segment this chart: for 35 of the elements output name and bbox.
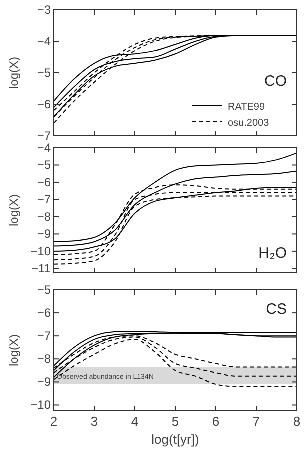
x-tick-label: 2 — [50, 414, 58, 429]
y-tick-label: −9 — [37, 227, 52, 242]
y-tick-label: −7 — [37, 329, 52, 344]
y-axis-title: log(X) — [7, 194, 21, 227]
annotation: CS — [266, 301, 287, 318]
x-tick-label: 3 — [90, 414, 98, 429]
y-tick-label: −6 — [37, 98, 52, 112]
y-tick-label: −4 — [37, 34, 52, 48]
legend-label: RATE99 — [228, 102, 266, 113]
y-tick-label: −9 — [37, 375, 52, 390]
y-tick-label: −8 — [37, 352, 52, 366]
x-tick-label: 8 — [293, 414, 301, 429]
annotation: H₂O — [258, 245, 287, 262]
legend-label: osu.2003 — [228, 118, 270, 129]
y-tick-label: −4 — [37, 141, 52, 155]
y-tick-label: −5 — [37, 158, 52, 172]
y-axis-title: log(X) — [7, 56, 21, 90]
x-axis-title: log(t[yr]) — [152, 432, 200, 447]
x-tick-label: 7 — [252, 414, 260, 429]
y-axis-title: log(X) — [7, 334, 21, 367]
x-tick-label: 6 — [212, 414, 220, 429]
y-tick-label: −6 — [37, 306, 52, 320]
y-tick-label: −7 — [37, 192, 52, 207]
y-tick-label: −8 — [37, 210, 52, 224]
x-tick-label: 4 — [131, 414, 139, 429]
y-tick-label: −6 — [37, 175, 52, 190]
y-tick-label: −11 — [32, 262, 52, 276]
x-tick-label: 5 — [172, 414, 180, 429]
y-tick-label: −5 — [37, 66, 52, 80]
y-tick-label: −10 — [30, 244, 52, 258]
y-tick-label: −10 — [30, 398, 52, 412]
annotation: CO — [264, 73, 287, 90]
y-tick-label: −7 — [37, 129, 52, 143]
y-tick-label: −3 — [37, 3, 52, 17]
y-tick-label: −5 — [37, 283, 52, 297]
